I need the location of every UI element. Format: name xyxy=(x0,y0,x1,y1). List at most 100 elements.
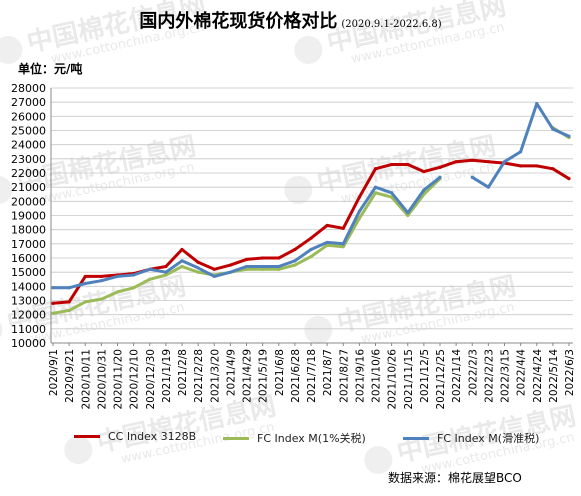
x-tick-label: 2021/2/8 xyxy=(177,349,189,396)
series-point-1 xyxy=(244,267,249,271)
series-point-1 xyxy=(293,263,297,267)
series-point-1 xyxy=(180,264,184,269)
y-tick-label: 21000 xyxy=(11,181,46,194)
series-point-2 xyxy=(519,150,523,154)
series-point-0 xyxy=(519,164,523,168)
series-point-0 xyxy=(67,300,71,304)
series-point-0 xyxy=(212,267,216,271)
y-tick-label: 19000 xyxy=(11,210,46,223)
series-point-1 xyxy=(373,191,378,195)
series-point-2 xyxy=(438,175,442,179)
x-tick-label: 2021/10/6 xyxy=(371,349,383,403)
series-point-2 xyxy=(228,270,232,274)
series-point-0 xyxy=(180,247,184,252)
series-point-1 xyxy=(196,270,200,274)
y-tick-label: 20000 xyxy=(11,195,46,208)
legend-item-fcslide: FC Index M(滑准税) xyxy=(403,430,539,446)
series-point-1 xyxy=(341,245,345,249)
series-point-1 xyxy=(115,290,120,294)
series-point-2 xyxy=(99,279,103,283)
series-point-2 xyxy=(212,274,216,279)
watermark-logo xyxy=(284,175,313,204)
series-point-1 xyxy=(357,216,361,220)
series-point-2 xyxy=(341,242,345,246)
series-point-1 xyxy=(309,254,313,259)
series-point-2 xyxy=(51,286,55,290)
y-tick-label: 28000 xyxy=(11,82,46,95)
chart-title-text: 国内外棉花现货价格对比 xyxy=(139,11,338,32)
series-point-2 xyxy=(148,267,152,271)
y-tick-label: 14000 xyxy=(11,280,46,293)
y-tick-label: 24000 xyxy=(11,139,46,152)
x-tick-label: 2022/5/14 xyxy=(548,349,560,403)
y-tick-label: 10000 xyxy=(11,337,46,350)
series-point-0 xyxy=(277,256,281,260)
series-point-1 xyxy=(148,277,152,281)
watermark-logo xyxy=(64,435,93,464)
series-point-2 xyxy=(502,160,507,164)
series-point-2 xyxy=(293,259,297,263)
watermark-logo xyxy=(0,315,3,344)
y-tick-label: 17000 xyxy=(11,238,46,251)
series-point-2 xyxy=(390,191,394,195)
y-tick-label: 11000 xyxy=(11,323,46,336)
series-point-0 xyxy=(438,165,442,169)
x-tick-label: 2021/3/20 xyxy=(209,349,221,403)
x-tick-label: 2022/2/23 xyxy=(483,349,495,403)
chart-date-range: (2020.9.1-2022.6.8) xyxy=(341,19,442,30)
series-point-2 xyxy=(83,281,87,286)
series-point-2 xyxy=(132,273,136,277)
watermark-logo xyxy=(0,175,13,204)
y-tick-label: 23000 xyxy=(11,153,46,166)
x-tick-label: 2022/4/4 xyxy=(516,349,528,396)
series-point-0 xyxy=(293,247,297,252)
x-tick-label: 2022/3/15 xyxy=(500,349,512,403)
y-tick-label: 18000 xyxy=(11,224,46,237)
series-point-1 xyxy=(261,267,265,271)
series-point-1 xyxy=(406,213,410,218)
series-point-1 xyxy=(390,195,394,199)
legend-swatch-fcslide xyxy=(403,436,429,440)
series-point-2 xyxy=(277,264,281,269)
series-point-2 xyxy=(567,134,571,138)
y-tick-label: 12000 xyxy=(11,309,46,322)
x-tick-label: 2022/6/3 xyxy=(564,349,576,396)
legend-item-cc: CC Index 3128B xyxy=(74,430,196,443)
x-tick-label: 2021/11/15 xyxy=(403,349,415,410)
series-point-1 xyxy=(99,297,103,301)
x-tick-label: 2021/5/19 xyxy=(258,349,270,403)
series-point-2 xyxy=(261,264,265,269)
data-source: 数据来源：棉花展望BCO xyxy=(388,471,522,485)
chart-title: 国内外棉花现货价格对比 (2020.9.1-2022.6.8) xyxy=(0,7,581,33)
series-point-2 xyxy=(357,209,361,213)
series-point-0 xyxy=(99,274,103,279)
series-point-2 xyxy=(325,240,329,245)
x-tick-label: 2021/10/26 xyxy=(387,349,399,410)
y-tick-label: 25000 xyxy=(11,125,46,138)
series-point-2 xyxy=(244,264,249,269)
x-tick-label: 2021/8/27 xyxy=(338,349,350,403)
series-point-0 xyxy=(83,274,87,279)
x-tick-label: 2022/4/24 xyxy=(532,349,544,403)
watermark-logo xyxy=(364,445,393,474)
series-point-2 xyxy=(535,101,539,106)
series-point-0 xyxy=(535,164,539,168)
legend-label-fcslide: FC Index M(滑准税) xyxy=(437,432,540,445)
x-tick-label: 2021/4/29 xyxy=(242,349,254,403)
series-point-0 xyxy=(567,177,571,181)
series-point-0 xyxy=(422,169,426,174)
series-point-0 xyxy=(373,167,378,171)
y-tick-label: 13000 xyxy=(11,295,46,308)
legend-item-fc1: FC Index M(1%关税) xyxy=(223,430,366,446)
series-point-0 xyxy=(309,236,313,240)
x-tick-label: 2022/2/3 xyxy=(467,349,479,396)
series-point-2 xyxy=(164,270,168,274)
series-point-0 xyxy=(325,223,329,228)
series-point-0 xyxy=(454,160,458,164)
x-tick-label: 2021/6/28 xyxy=(290,349,302,403)
series-point-2 xyxy=(422,188,426,192)
series-point-2 xyxy=(67,286,71,290)
series-point-2 xyxy=(486,185,490,189)
